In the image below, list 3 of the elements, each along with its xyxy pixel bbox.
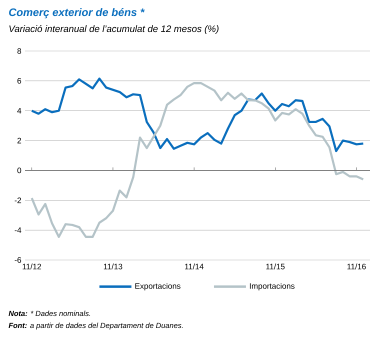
chart-subtitle: Variació interanual de l’acumulat de 12 mesos (%) [9, 25, 219, 34]
chart-title: Comerç exterior de béns * [9, 8, 145, 18]
line-series [30, 82, 364, 238]
